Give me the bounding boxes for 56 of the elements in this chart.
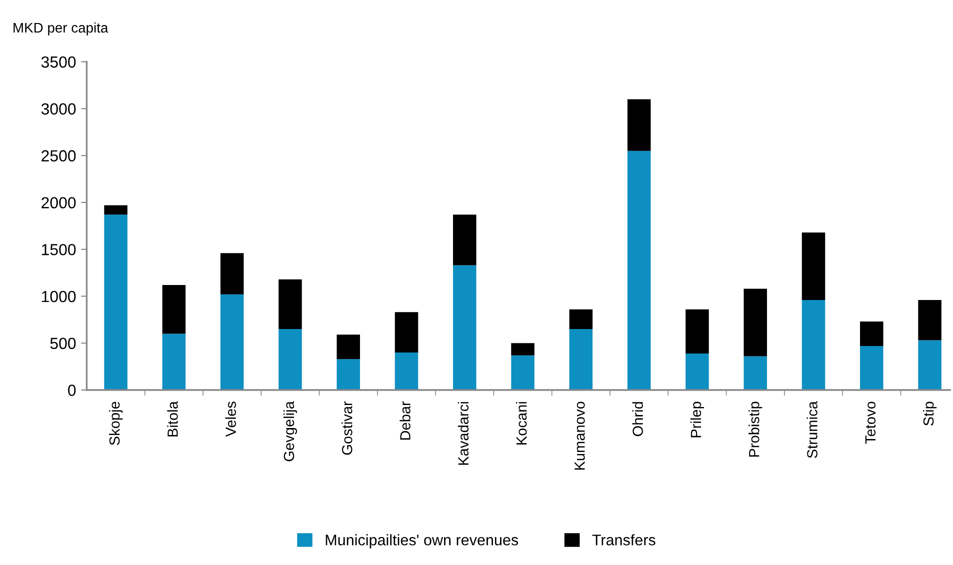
bar <box>569 329 593 390</box>
y-tick-label: 3000 <box>41 103 76 115</box>
y-tick-label: 1000 <box>42 290 76 302</box>
x-tick-label: Skopje <box>108 402 123 446</box>
x-tick-label: Tetovo <box>865 402 876 444</box>
bar <box>627 99 651 151</box>
bar <box>220 294 244 390</box>
x-tick-label: Kocani <box>516 402 527 445</box>
x-tick-label: Probistip <box>748 402 762 457</box>
x-tick-label: Gevgelija <box>283 401 298 462</box>
bar <box>162 334 186 390</box>
y-tick-label: 500 <box>50 338 76 350</box>
bar <box>860 346 884 390</box>
bar <box>686 309 709 354</box>
bar <box>511 343 534 356</box>
bar <box>453 265 476 390</box>
bar <box>278 279 302 330</box>
bar <box>569 309 593 330</box>
bar <box>918 300 942 340</box>
bar <box>278 329 302 390</box>
x-tick-label: Veles <box>225 402 236 437</box>
bar <box>860 322 884 346</box>
x-tick-label: Kavadarci <box>458 402 469 465</box>
x-tick-label: Strumica <box>806 401 818 458</box>
x-tick-label: Bitola <box>167 401 178 436</box>
x-tick-label: Debar <box>400 401 410 440</box>
x-tick-label: Gostivar <box>342 401 352 455</box>
bar <box>336 359 360 390</box>
y-axis-title: MKD per capita <box>14 22 108 36</box>
legend-label: Municipailties' own revenues <box>326 534 518 548</box>
bar <box>802 300 826 390</box>
bar <box>802 232 826 300</box>
bar <box>453 214 476 266</box>
bar <box>394 312 418 353</box>
x-tick-label: Prilep <box>690 402 704 438</box>
bar <box>220 253 244 294</box>
y-tick-label: 1500 <box>42 244 76 256</box>
x-tick-label: Ohrid <box>632 402 643 436</box>
bar <box>336 334 360 360</box>
legend-label: Transfers <box>592 534 656 546</box>
bar <box>686 353 709 390</box>
y-tick-label: 0 <box>68 384 76 396</box>
y-tick-label: 2000 <box>42 197 76 208</box>
bar <box>511 355 534 390</box>
bar <box>627 150 651 390</box>
bar <box>104 205 128 215</box>
bar <box>744 356 767 390</box>
x-tick-label: Kumanovo <box>574 402 585 470</box>
bar <box>744 288 767 356</box>
bar <box>162 284 186 334</box>
y-tick-label: 3500 <box>41 56 76 68</box>
bar <box>394 352 418 390</box>
x-tick-label: Stip <box>922 402 937 426</box>
bar <box>918 340 942 390</box>
y-tick-label: 2500 <box>42 150 76 162</box>
bar <box>104 214 128 390</box>
